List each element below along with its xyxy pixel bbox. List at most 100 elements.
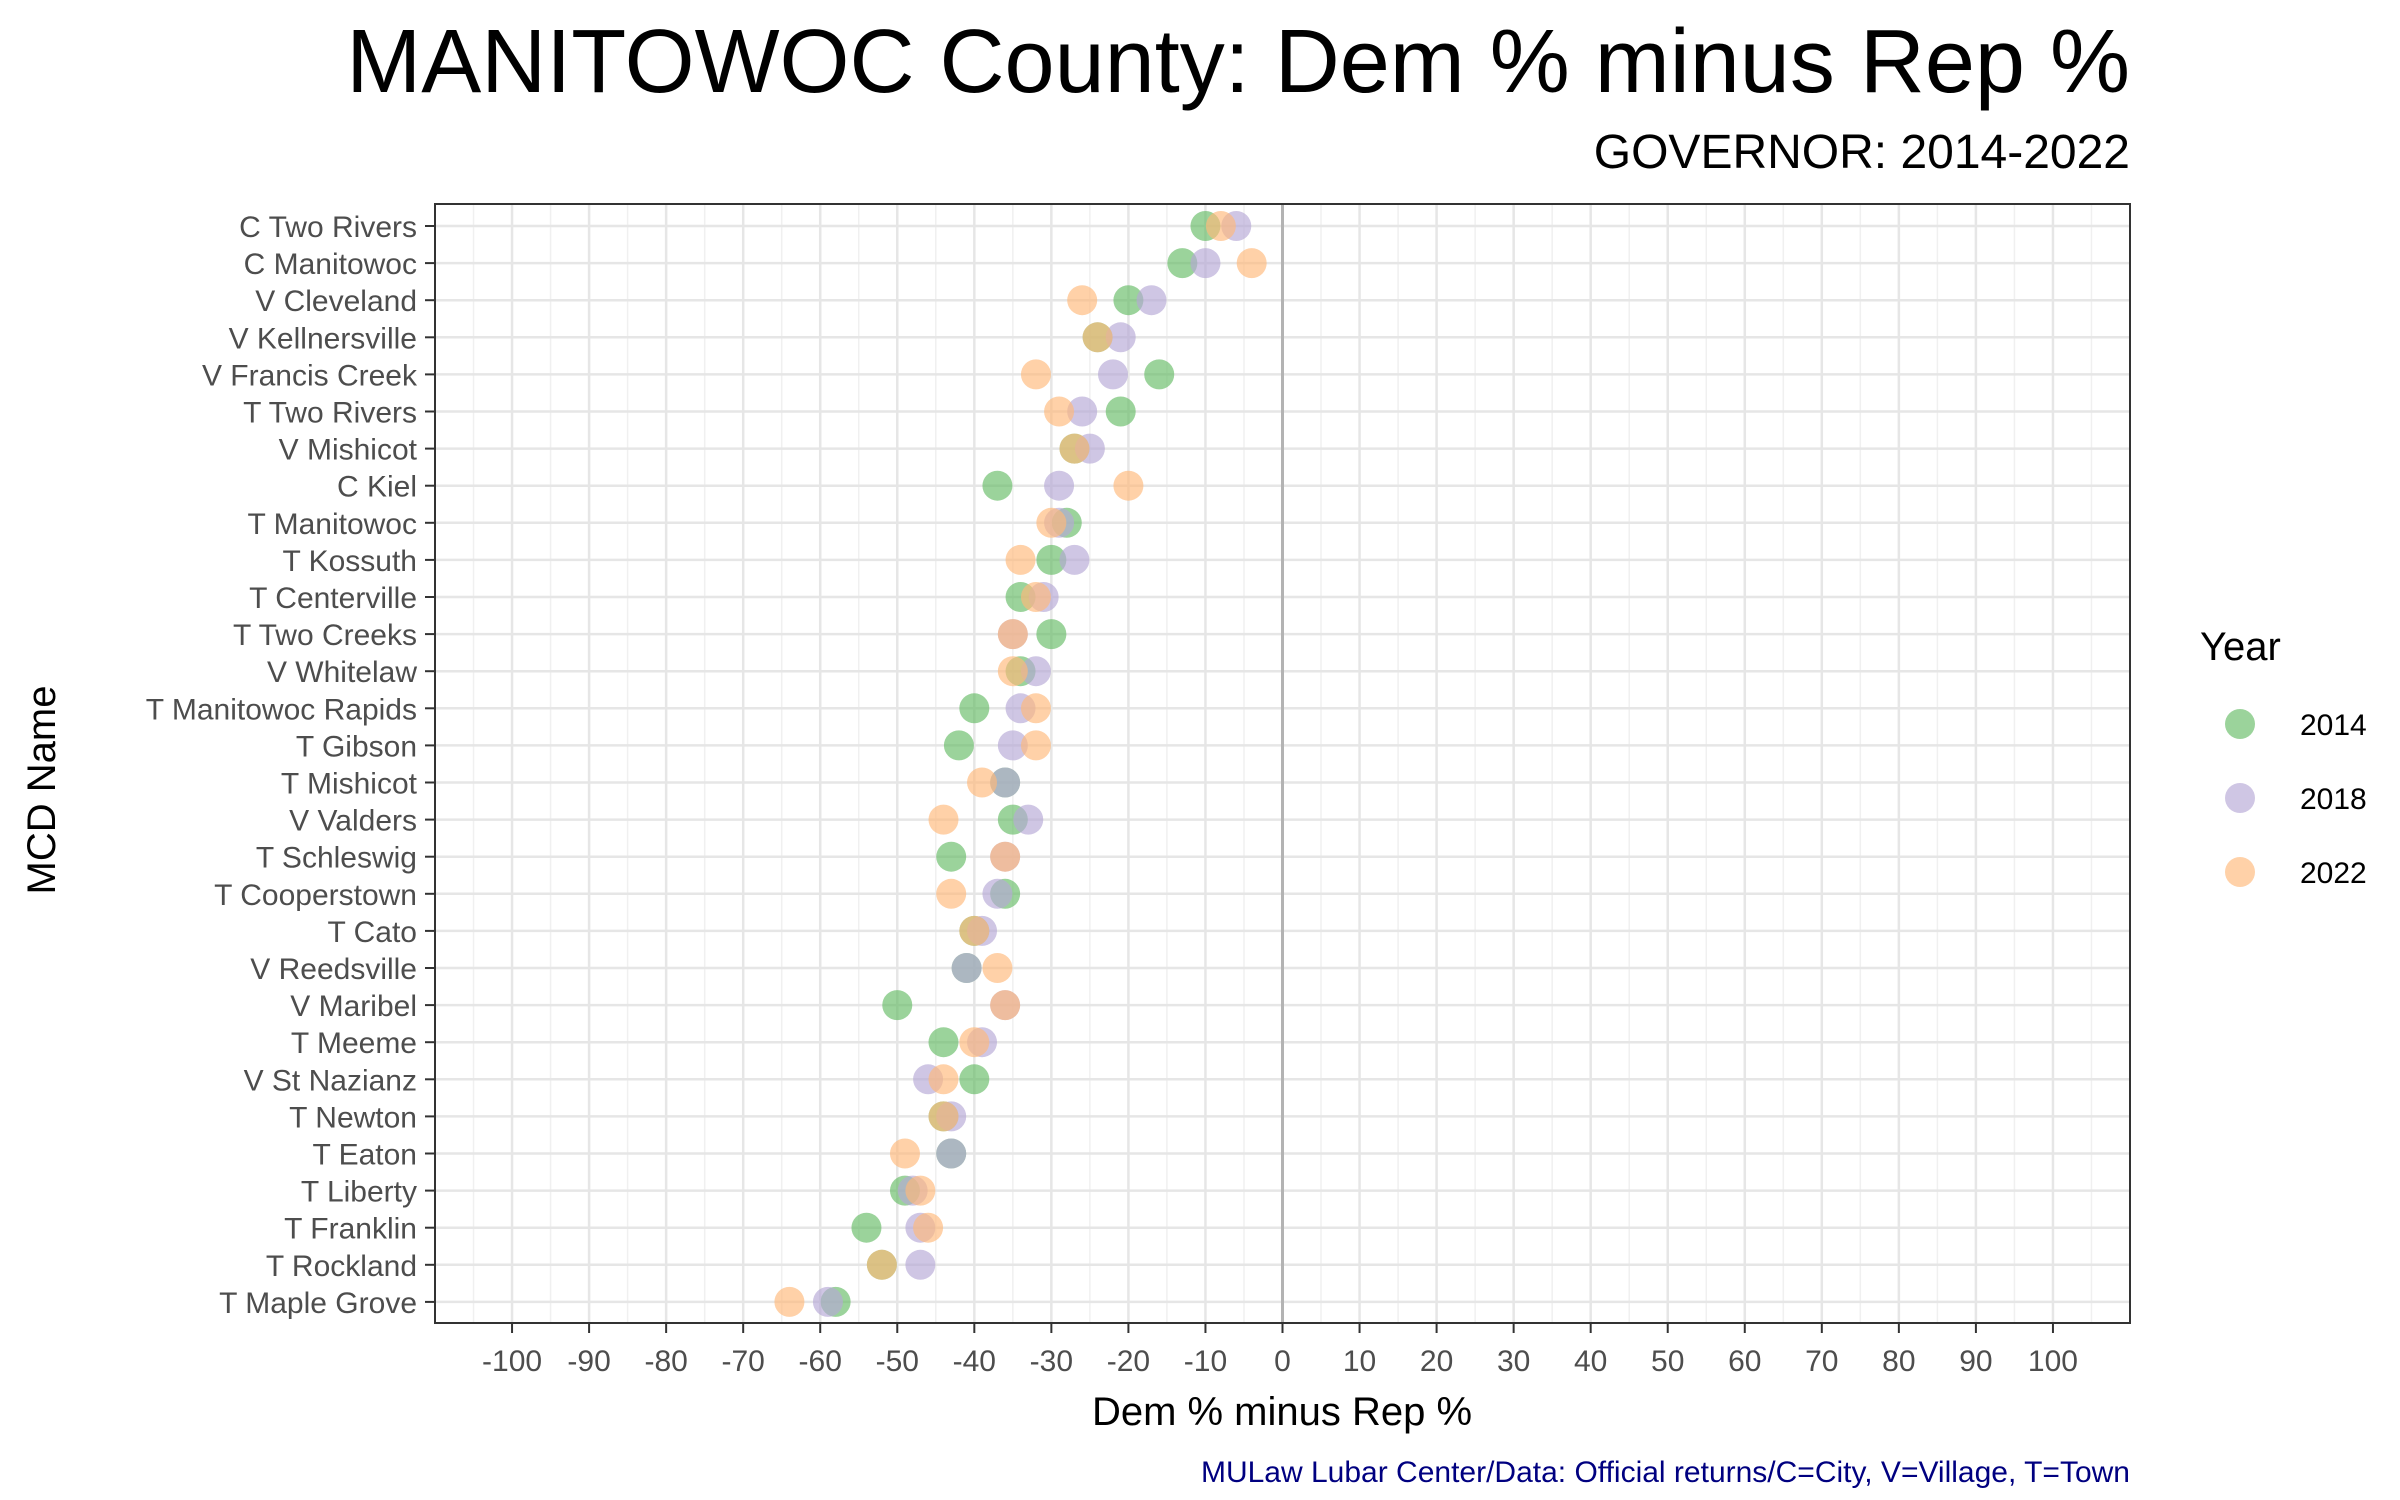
point-2022 — [905, 1175, 936, 1206]
y-tick-label: V Mishicot — [279, 434, 418, 467]
point-2022 — [967, 767, 998, 798]
x-tick-label: 30 — [1497, 1345, 1530, 1378]
point-2022 — [913, 1212, 944, 1243]
y-tick-label: T Newton — [289, 1101, 417, 1134]
y-tick-label: T Maple Grove — [219, 1287, 417, 1320]
y-tick-label: T Cato — [328, 916, 418, 949]
point-2022 — [1236, 248, 1267, 279]
point-2018 — [997, 730, 1028, 761]
x-tick-label: 0 — [1274, 1345, 1291, 1378]
point-2018 — [1059, 544, 1090, 575]
point-2014 — [959, 1064, 990, 1095]
point-2022 — [1059, 433, 1090, 464]
x-tick-label: -30 — [1030, 1345, 1073, 1378]
y-tick-label: V St Nazianz — [244, 1064, 417, 1097]
y-tick-label: V Kellnersville — [229, 322, 417, 355]
point-2018 — [905, 1249, 936, 1280]
plot-area: -100 -90 -80 -70 -60 -50 -40 -30 -20 -10 0 10 20 30 40… — [146, 203, 2131, 1378]
legend-label-2018: 2018 — [2300, 783, 2367, 816]
legend-key-2014 — [2225, 709, 2255, 739]
point-2014 — [851, 1212, 882, 1243]
y-tick-label: T Gibson — [296, 730, 417, 763]
y-tick-label: T Schleswig — [256, 842, 417, 875]
point-2014 — [1036, 544, 1067, 575]
point-2022 — [959, 1027, 990, 1058]
x-tick-label: -60 — [799, 1345, 842, 1378]
y-tick-label: T Cooperstown — [214, 879, 417, 912]
y-tick-label: T Manitowoc Rapids — [146, 693, 417, 726]
x-tick-label: 10 — [1343, 1345, 1376, 1378]
point-2018 — [982, 878, 1013, 909]
point-2022 — [936, 878, 967, 909]
legend-key-2022 — [2225, 857, 2255, 887]
y-tick-label: T Rockland — [266, 1250, 417, 1283]
point-2018 — [951, 953, 982, 983]
y-tick-label: T Franklin — [284, 1213, 417, 1246]
point-2014 — [1105, 396, 1136, 427]
chart-subtitle: GOVERNOR: 2014-2022 — [1594, 126, 2130, 179]
y-tick-label: V Whitelaw — [267, 656, 417, 689]
legend: Year 2014 2018 2022 — [2200, 625, 2367, 890]
point-2022 — [1067, 285, 1098, 316]
x-tick-label: 60 — [1728, 1345, 1761, 1378]
point-2022 — [866, 1249, 897, 1280]
x-tick-label: 90 — [1959, 1345, 1992, 1378]
x-axis-title: Dem % minus Rep % — [1092, 1390, 1472, 1434]
point-2022 — [990, 990, 1021, 1021]
y-tick-label: V Maribel — [290, 990, 417, 1023]
y-tick-label: T Kossuth — [282, 545, 417, 578]
chart-caption: MULaw Lubar Center/Data: Official return… — [1201, 1456, 2130, 1489]
point-2022 — [928, 1064, 959, 1095]
point-2022 — [990, 841, 1021, 872]
point-2014 — [1167, 248, 1198, 279]
x-tick-label: 40 — [1574, 1345, 1607, 1378]
x-tick-label: 100 — [2028, 1345, 2078, 1378]
legend-label-2022: 2022 — [2300, 857, 2367, 890]
y-axis-title: MCD Name — [20, 686, 64, 895]
point-2022 — [1020, 730, 1051, 761]
point-2022 — [1113, 470, 1144, 501]
point-2018 — [1067, 396, 1098, 427]
x-tick-label: -100 — [482, 1345, 542, 1378]
x-tick-label: -20 — [1107, 1345, 1150, 1378]
point-2018 — [812, 1286, 843, 1317]
point-2018 — [1190, 248, 1221, 279]
point-2014 — [1036, 619, 1067, 650]
point-2022 — [1205, 211, 1236, 241]
point-2018 — [936, 1138, 967, 1169]
point-2018 — [1013, 804, 1044, 835]
point-2014 — [943, 730, 974, 761]
point-2022 — [774, 1286, 805, 1317]
point-2014 — [928, 1027, 959, 1058]
legend-key-2018 — [2225, 783, 2255, 813]
x-tick-label: -90 — [567, 1345, 610, 1378]
y-tick-label: V Valders — [289, 805, 417, 838]
chart-title: MANITOWOC County: Dem % minus Rep % — [346, 12, 2130, 112]
point-2018 — [1044, 470, 1075, 501]
point-2018 — [1020, 656, 1051, 687]
point-2022 — [982, 953, 1013, 983]
y-tick-label: T Eaton — [312, 1139, 417, 1172]
legend-title: Year — [2200, 625, 2281, 669]
point-2018 — [1098, 359, 1128, 390]
y-tick-label: V Reedsville — [250, 953, 417, 986]
x-tick-label: -70 — [722, 1345, 765, 1378]
point-2018 — [1136, 285, 1167, 316]
point-2022 — [889, 1138, 920, 1169]
point-2022 — [1020, 693, 1051, 724]
y-tick-label: T Two Rivers — [243, 397, 417, 430]
x-tick-label: -10 — [1184, 1345, 1227, 1378]
y-tick-label: T Mishicot — [281, 768, 418, 801]
point-2022 — [1020, 582, 1051, 612]
y-tick-label: C Two Rivers — [239, 211, 417, 244]
point-2018 — [1105, 322, 1136, 353]
point-2022 — [928, 1101, 959, 1132]
point-2022 — [1044, 396, 1075, 427]
x-tick-label: -50 — [876, 1345, 919, 1378]
y-tick-label: T Two Creeks — [233, 619, 417, 652]
y-tick-label: V Cleveland — [255, 285, 417, 318]
point-2014 — [936, 841, 967, 872]
x-tick-label: 70 — [1805, 1345, 1838, 1378]
point-2022 — [928, 804, 959, 835]
